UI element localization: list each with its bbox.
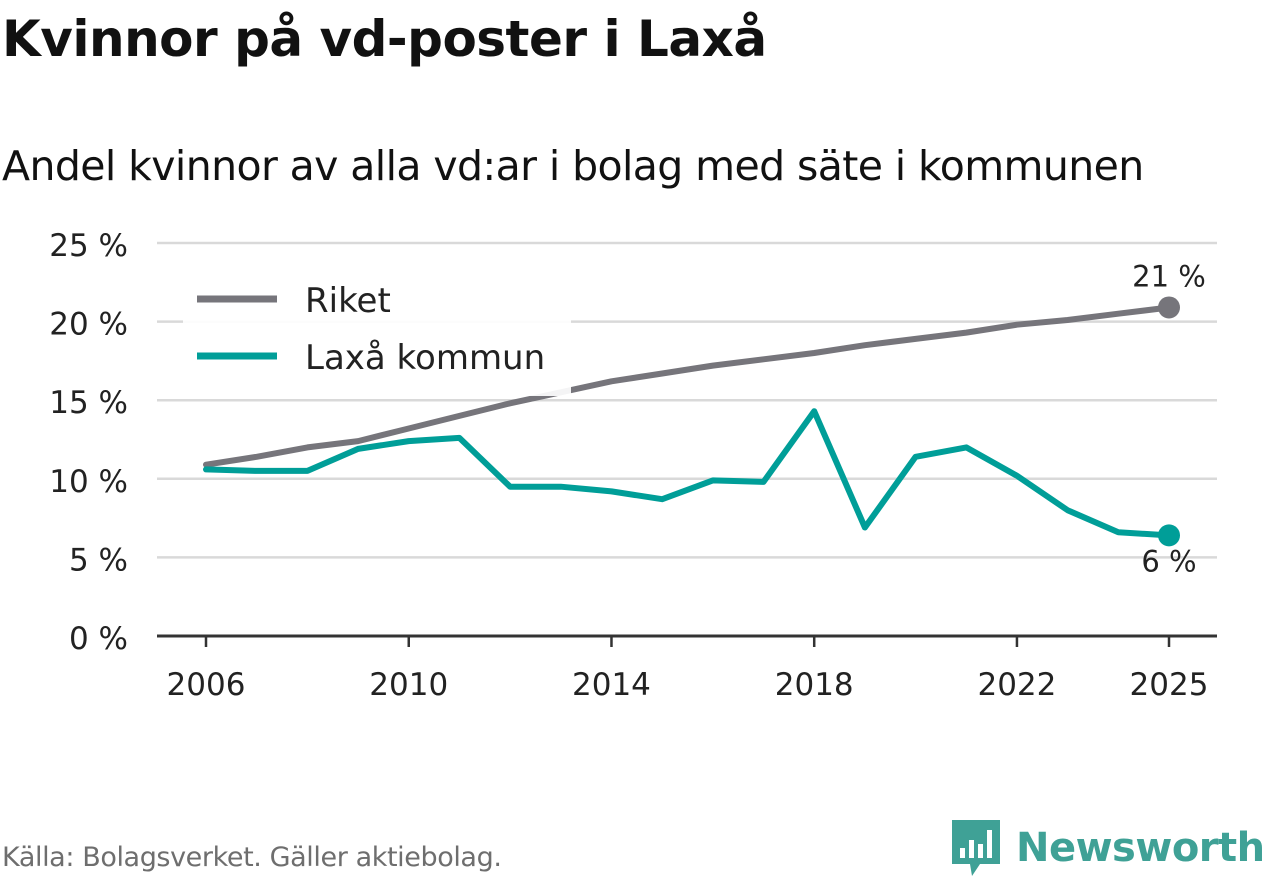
newsworthy-logo-icon <box>952 820 1000 876</box>
x-axis-tick-labels: 2006 2010 2014 2018 2022 2025 <box>167 667 1209 703</box>
legend-background <box>183 270 571 396</box>
end-label-riket: 21 % <box>1132 259 1206 293</box>
y-axis-tick-labels: 0 % 5 % 10 % 15 % 20 % 25 % <box>49 228 128 657</box>
chart-title: Kvinnor på vd-poster i Laxå <box>2 10 767 68</box>
x-tick-label-2018: 2018 <box>775 667 854 703</box>
series-line-riket <box>203 304 1172 468</box>
brand-name: Newsworthy <box>1016 825 1262 871</box>
series-end-point-riket <box>1158 296 1180 319</box>
chart-subtitle: Andel kvinnor av alla vd:ar i bolag med … <box>2 142 1144 190</box>
x-tick-label-2022: 2022 <box>977 667 1056 703</box>
x-tick-label-2006: 2006 <box>167 667 246 703</box>
end-label-laxa: 6 % <box>1141 544 1196 578</box>
y-tick-label-10: 10 % <box>49 464 128 500</box>
end-labels: 21 % 6 % <box>1132 259 1206 578</box>
series-end-point-laxa <box>1158 524 1180 547</box>
x-axis <box>157 634 1217 647</box>
source-note: Källa: Bolagsverket. Gäller aktiebolag. <box>2 842 502 873</box>
legend-label-laxa: Laxå kommun <box>305 338 545 378</box>
y-tick-label-25: 25 % <box>49 228 128 264</box>
series-lines <box>203 296 1180 547</box>
x-tick-label-2025: 2025 <box>1130 667 1209 703</box>
y-tick-label-5: 5 % <box>69 542 128 578</box>
y-tick-label-20: 20 % <box>49 307 128 343</box>
y-tick-label-15: 15 % <box>49 385 128 421</box>
legend-label-riket: Riket <box>305 281 391 321</box>
legend: Riket Laxå kommun <box>183 270 571 396</box>
x-tick-label-2010: 2010 <box>369 667 448 703</box>
brand-logo: Newsworthy <box>950 818 1262 878</box>
x-tick-label-2014: 2014 <box>572 667 651 703</box>
y-tick-label-0: 0 % <box>69 621 128 657</box>
series-line-laxa <box>203 408 1172 539</box>
